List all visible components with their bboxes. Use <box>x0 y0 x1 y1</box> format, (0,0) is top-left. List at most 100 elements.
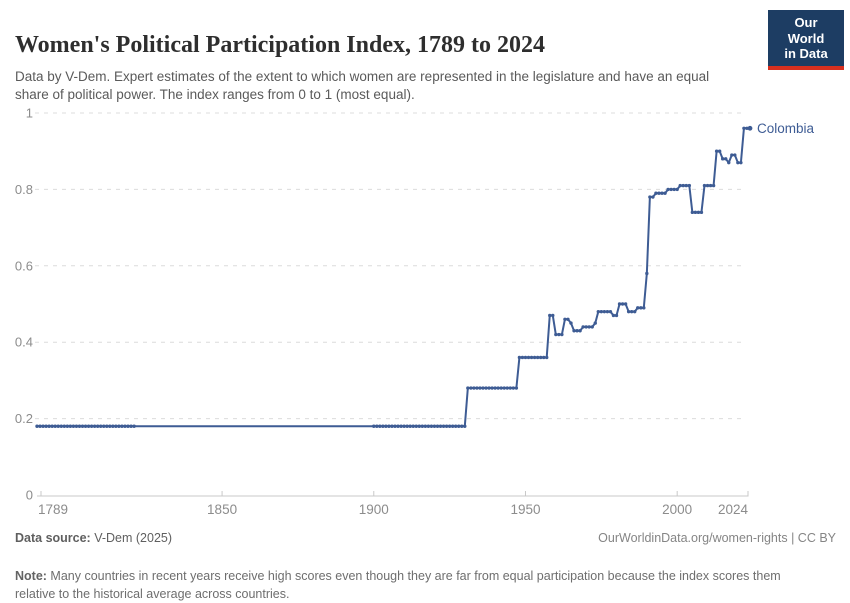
data-point <box>447 424 452 428</box>
data-point <box>505 386 509 390</box>
data-point <box>587 325 591 329</box>
data-point <box>551 313 555 318</box>
data-point <box>678 183 682 188</box>
data-point <box>47 424 51 428</box>
data-point <box>608 309 613 314</box>
data-point <box>629 309 634 314</box>
attribution-link[interactable]: OurWorldinData.org/women-rights | CC BY <box>598 531 836 545</box>
data-point <box>469 386 473 390</box>
data-point <box>38 424 42 428</box>
data-point <box>390 424 394 428</box>
footnote-label: Note: <box>15 568 47 583</box>
x-axis-tick-label: 2024 <box>718 502 749 517</box>
data-point <box>581 325 585 329</box>
data-point <box>569 321 573 325</box>
chart-subtitle: Data by V-Dem. Expert estimates of the e… <box>15 68 710 103</box>
data-point <box>372 424 376 428</box>
data-point <box>453 424 458 428</box>
data-point <box>80 424 85 428</box>
data-point <box>566 317 570 321</box>
data-point <box>714 149 719 153</box>
data-point <box>535 355 540 360</box>
data-point <box>733 153 737 157</box>
data-point <box>484 386 488 390</box>
data-point <box>77 424 82 428</box>
data-point <box>636 306 640 310</box>
data-point <box>720 157 725 161</box>
data-point <box>578 329 582 333</box>
data-point <box>548 313 552 318</box>
data-point <box>666 187 670 192</box>
data-point <box>639 306 643 310</box>
data-point <box>681 183 685 188</box>
line-end-dot <box>747 125 753 131</box>
data-point <box>693 210 698 215</box>
data-point <box>432 424 437 428</box>
series-label-colombia: Colombia <box>757 121 815 136</box>
x-axis-tick-label: 1900 <box>359 502 389 517</box>
data-point <box>438 424 443 428</box>
data-point <box>44 424 48 428</box>
data-point <box>717 149 722 153</box>
data-point <box>114 424 118 428</box>
data-point <box>86 424 91 428</box>
data-point <box>672 187 676 192</box>
data-point <box>429 424 434 428</box>
owid-logo-line2: in Data <box>784 46 828 62</box>
x-axis-tick-label: 2000 <box>662 502 692 517</box>
data-point <box>523 355 528 360</box>
data-point <box>541 355 546 360</box>
data-point <box>123 424 127 428</box>
data-point <box>99 424 103 428</box>
data-point <box>68 424 73 428</box>
data-point <box>41 424 45 428</box>
data-point <box>660 191 664 195</box>
data-point <box>475 386 479 390</box>
y-axis-tick-label: 0 <box>26 488 33 503</box>
data-point <box>611 313 616 318</box>
data-point <box>663 191 667 195</box>
data-point <box>472 386 476 390</box>
data-point <box>508 386 513 390</box>
data-point <box>657 191 661 195</box>
data-point <box>102 424 106 428</box>
data-point <box>560 332 564 337</box>
data-point <box>572 329 576 333</box>
data-point <box>444 424 449 428</box>
data-point <box>496 386 500 390</box>
data-point <box>690 210 695 215</box>
data-point <box>411 424 415 428</box>
data-point <box>105 424 109 428</box>
data-point <box>126 424 130 428</box>
data-point <box>711 183 716 188</box>
data-point <box>626 309 631 314</box>
data-point <box>739 160 743 165</box>
data-point <box>393 424 397 428</box>
data-point <box>490 386 494 390</box>
footnote-value: Many countries in recent years receive h… <box>15 568 781 601</box>
owid-logo: Our World in Data <box>768 10 844 70</box>
data-point <box>463 424 467 428</box>
data-point <box>414 424 418 428</box>
data-point <box>642 306 646 310</box>
data-point <box>396 424 400 428</box>
data-point <box>575 329 579 333</box>
data-point <box>511 386 516 390</box>
data-point <box>696 210 701 215</box>
data-point <box>35 424 39 428</box>
data-point <box>554 332 558 337</box>
data-point <box>702 183 707 188</box>
x-axis-tick-label: 1789 <box>38 502 68 517</box>
data-point <box>132 424 136 428</box>
data-point <box>526 355 531 360</box>
data-point <box>499 386 503 390</box>
data-point <box>545 355 549 360</box>
data-point <box>65 424 70 428</box>
data-point <box>584 325 588 329</box>
data-point <box>402 424 406 428</box>
data-point <box>520 355 525 360</box>
data-point <box>705 183 710 188</box>
data-point <box>460 424 464 428</box>
data-point <box>466 386 470 390</box>
data-point <box>651 195 655 199</box>
